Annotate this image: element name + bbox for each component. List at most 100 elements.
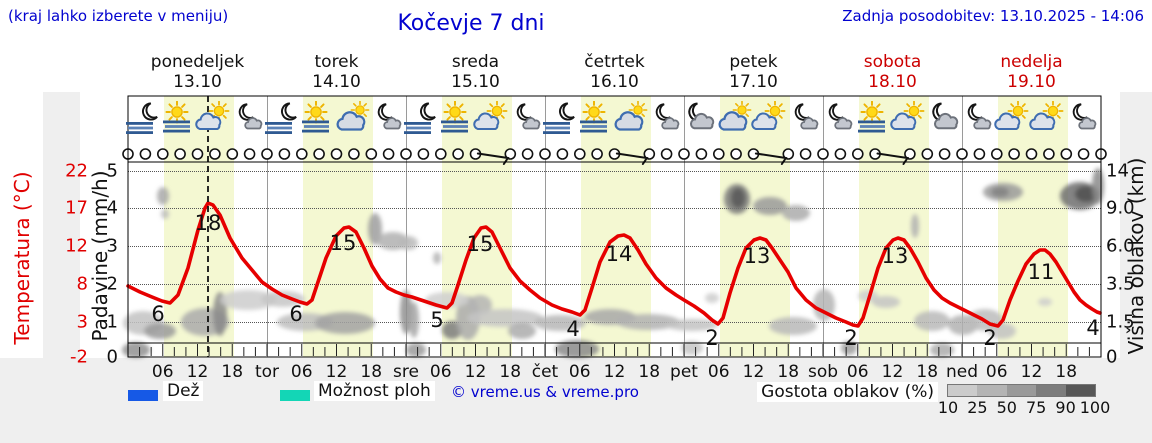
moon-cloud-icon (508, 101, 544, 137)
cloud-sun-icon (334, 101, 370, 137)
temp-axis-tick: 12 (65, 235, 88, 257)
moon-fog-icon (125, 101, 161, 137)
hour-label: 12 (186, 362, 209, 382)
cloud-cover-circle (973, 148, 986, 160)
sun-cloud-icon (1029, 101, 1065, 137)
day-name: petek (729, 52, 778, 72)
moon-cloud-icon (230, 101, 266, 137)
hour-label: 18 (360, 362, 383, 382)
precip-axis-tick: 4 (106, 197, 118, 219)
hour-label: 06 (429, 362, 452, 382)
cloud-cover-circle (834, 148, 847, 160)
day-date: 19.10 (1007, 72, 1056, 92)
hour-label: 12 (881, 362, 904, 382)
density-gradient-segment (1065, 385, 1095, 396)
cloudheight-axis-tick: 14 (1106, 160, 1129, 182)
moon-cloud-icon (820, 101, 856, 137)
cloud-cover-circle (799, 148, 812, 160)
cloud-cover-circle (938, 148, 951, 160)
precip-axis-tick: 3 (106, 235, 118, 257)
precip-axis-tick: 5 (106, 160, 118, 182)
temp-axis-tick: -2 (70, 346, 88, 368)
cloud-cover-circle (278, 148, 291, 160)
menu-hint-text: (kraj lahko izberete v meniju) (8, 7, 229, 25)
cloud-cover-circle (695, 148, 708, 160)
last-update-text: Zadnja posodobitev: 13.10.2025 - 14:06 (842, 7, 1144, 25)
moon-bigcloud-icon (925, 101, 961, 137)
hour-label: 18 (221, 362, 244, 382)
hour-label: 12 (1020, 362, 1043, 382)
day-abbr-label: pet (670, 362, 698, 382)
cloud-cover-circle (1077, 148, 1090, 160)
day-abbr-label: sre (393, 362, 419, 382)
density-tick-label: 75 (1026, 398, 1047, 417)
temperature-value-label: 15 (466, 232, 494, 256)
hour-label: 12 (742, 362, 765, 382)
hour-label: 06 (846, 362, 869, 382)
cloud-density-legend-label: Gostota oblakov (%) (757, 382, 938, 402)
page-title: Kočevje 7 dni (397, 11, 545, 36)
hour-label: 12 (325, 362, 348, 382)
day-name: sobota (863, 52, 922, 72)
precip-axis-tick: 0 (106, 346, 118, 368)
cloudheight-axis-tick: 6.0 (1106, 235, 1135, 257)
showers-legend-label: Možnost ploh (314, 381, 435, 401)
cloud-cover-circle (660, 148, 673, 160)
right-margin-band (1120, 92, 1152, 358)
sun-cloud-icon (994, 101, 1030, 137)
cloud-cover-circle (1095, 148, 1107, 160)
hour-label: 18 (1055, 362, 1078, 382)
moon-fog-icon (264, 101, 300, 137)
cloudheight-axis-tick: 3.5 (1106, 273, 1135, 295)
moon-fog-icon (403, 101, 439, 137)
day-date: 16.10 (590, 72, 639, 92)
cloud-sun-icon (612, 101, 648, 137)
sun-fog-icon (438, 101, 474, 137)
cloud-cover-circle (417, 148, 430, 160)
cloud-cover-circle (139, 148, 152, 160)
showers-legend-swatch (280, 390, 310, 401)
day-abbr-label: sob (807, 362, 839, 382)
hour-label: 06 (568, 362, 591, 382)
hour-label: 06 (151, 362, 174, 382)
day-date: 15.10 (451, 72, 500, 92)
cloud-cover-circle (122, 148, 134, 160)
moon-cloud-icon (647, 101, 683, 137)
day-name: ponedeljek (150, 52, 245, 72)
gridline (128, 284, 1101, 285)
hour-label: 06 (707, 362, 730, 382)
day-name: nedelja (1000, 52, 1063, 72)
temperature-value-label: 15 (329, 231, 357, 255)
moon-cloud-icon (786, 101, 822, 137)
density-tick-label: 100 (1079, 398, 1111, 417)
precip-axis-tick: 2 (106, 273, 118, 295)
cloud-sun-icon (716, 101, 752, 137)
day-abbr-label: čet (531, 362, 559, 382)
cloud-cover-circle (243, 148, 256, 160)
temp-axis-tick: 17 (65, 197, 88, 219)
temperature-value-label: 2 (844, 326, 858, 350)
hour-label: 06 (290, 362, 313, 382)
cloudheight-axis-tick: 1.5 (1106, 311, 1135, 333)
cloud-cover-circle (556, 148, 569, 160)
copyright-link[interactable]: © vreme.us & vreme.pro (451, 383, 639, 401)
temp-axis-tick: 22 (65, 160, 88, 182)
moon-bigcloud-icon (681, 101, 717, 137)
density-gradient-segment (948, 385, 978, 396)
left-margin-band (43, 92, 80, 358)
rain-legend-label: Dež (163, 381, 204, 401)
temperature-value-label: 6 (151, 302, 165, 326)
day-date: 17.10 (729, 72, 778, 92)
cloud-cover-circle (382, 148, 395, 160)
day-abbr-label: tor (254, 362, 280, 382)
density-gradient-segment (977, 385, 1007, 396)
temperature-value-label: 13 (743, 244, 771, 268)
sun-cloud-icon (195, 101, 231, 137)
temp-axis-tick: 3 (76, 311, 88, 333)
hour-label: 18 (638, 362, 661, 382)
sun-cloud-icon (473, 101, 509, 137)
sun-fog-icon (160, 101, 196, 137)
temperature-value-label: 4 (566, 317, 580, 341)
temperature-value-label: 6 (289, 302, 303, 326)
density-tick-label: 10 (937, 398, 959, 417)
